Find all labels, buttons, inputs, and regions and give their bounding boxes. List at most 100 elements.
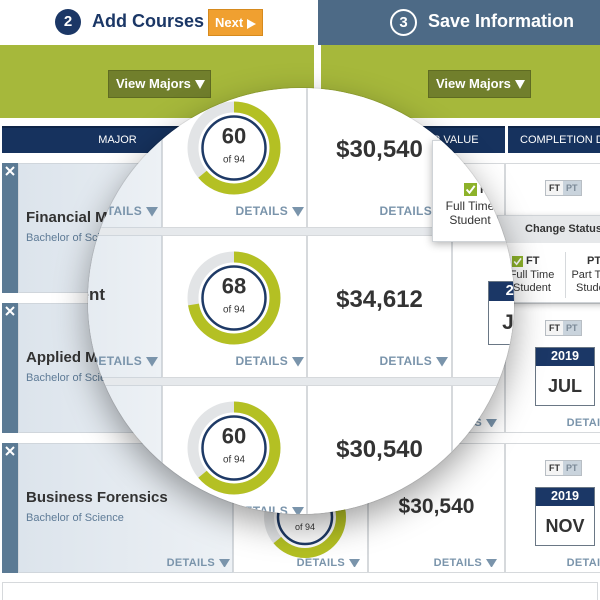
toggle-option[interactable]: FT [546,461,563,475]
ring-inner [201,115,267,181]
arrow-icon [247,18,257,29]
step-tab[interactable] [318,0,600,45]
dropdown-icon [486,418,497,428]
checkbox[interactable] [512,256,523,267]
triangle [486,558,497,568]
checkmark [513,257,522,266]
details-label: DETAILS [89,354,142,368]
dropdown-icon [194,80,205,90]
view-majors-button[interactable]: View Majors [428,70,531,98]
ring-progress [187,251,281,345]
table-header: MAJOR [98,134,137,146]
details-label: DETAILS [235,504,288,514]
triangle [219,558,230,568]
option-code: PT [587,255,600,267]
details-link[interactable]: DETAILS [297,557,360,569]
triangle [349,558,360,568]
triangle [292,507,304,514]
table-header: COMPLETION DA [520,134,600,146]
checkmark [465,185,476,195]
dropdown-icon [292,357,304,367]
major-cell [88,235,162,378]
details-link[interactable]: DETAILS [235,354,304,368]
dropdown-icon [349,558,360,568]
row-accent[interactable] [2,163,18,293]
row-accent[interactable] [2,303,18,433]
details-label: DETAILS [296,557,345,569]
button-label: View Majors [116,76,191,91]
view-majors-button[interactable]: View Majors [108,70,211,98]
next-button[interactable]: Next [208,9,263,36]
details-link[interactable]: DETAILS [567,557,600,569]
career-value: $30,540 [398,495,475,518]
option-label: Full Time Student [445,199,495,227]
toggle-option[interactable]: PT [563,321,581,335]
triangle [146,207,158,217]
step-label: Add Courses [92,11,205,31]
details-link[interactable]: DETAILS [235,204,304,218]
x-mark [5,446,15,456]
checkbox[interactable] [464,183,477,196]
step-label: Save Information [428,11,575,31]
dropdown-icon [219,558,230,568]
option-label: Part Time Student [571,269,600,294]
remove-icon[interactable] [2,163,18,179]
details-link[interactable]: DETAILS [235,504,304,514]
triangle [486,418,497,428]
date-month: JUL [489,301,514,346]
progress-ring: 60 of 94 [187,401,281,495]
details-link[interactable]: DETAILS [379,354,448,368]
details-link[interactable]: DETAILS [167,557,230,569]
option-label: Full Time Student [509,269,555,294]
degree: Bachelor of Science [26,372,124,384]
ring-total: of 94 [223,454,245,465]
next-row [2,582,598,600]
toggle-option[interactable]: FT [546,181,563,195]
degree: Bachelor of Science [26,512,124,524]
details-label: DETAILS [566,557,600,569]
career-value: $34,612 [336,286,423,313]
date-year: 2019 [536,488,594,506]
value-cell [307,235,452,378]
remove-icon[interactable] [2,443,18,459]
ring-value: 60 [222,424,246,449]
toggle-option[interactable]: FT [546,321,563,335]
major-name: Business Forensics [26,489,168,506]
next-label: Next [215,15,244,30]
progress-ring: 60 of 94 [187,101,281,195]
button-label: View Majors [436,76,511,91]
ring-total: of 94 [295,522,315,532]
row-accent[interactable] [2,443,18,573]
x-mark [5,166,15,176]
date-year: 2019 [489,282,514,302]
option-code: FT [526,255,540,267]
triangle [146,357,158,367]
dropdown-icon [292,507,304,514]
ring-inner [201,265,267,331]
date-year: 2019 [536,348,594,366]
step-tab-active [0,0,316,45]
checkbox-box [512,256,523,267]
remove-icon[interactable] [2,303,18,319]
change-status-popup: Change Status FT Full Time Student PT Part T… [497,215,600,303]
option-separator [565,252,566,298]
major-name: Applied Management [1,285,105,304]
details-link[interactable]: DETAILS [89,354,158,368]
toggle-option[interactable]: PT [563,461,581,475]
triangle [292,207,304,217]
details-link[interactable]: DETAILS [434,557,497,569]
date-month: JUL [547,375,582,396]
toggle-option[interactable]: PT [563,181,581,195]
step-number: 3 [390,9,417,36]
progress-ring: 68 of 94 [187,251,281,345]
details-link[interactable]: DETAILS [567,417,600,429]
table-header-cell: COMPLETION DA [508,126,600,153]
step-number: 2 [55,9,81,35]
details-label: DETAILS [235,204,288,218]
ring-total: of 94 [223,304,245,315]
details-label: DETAILS [166,557,215,569]
